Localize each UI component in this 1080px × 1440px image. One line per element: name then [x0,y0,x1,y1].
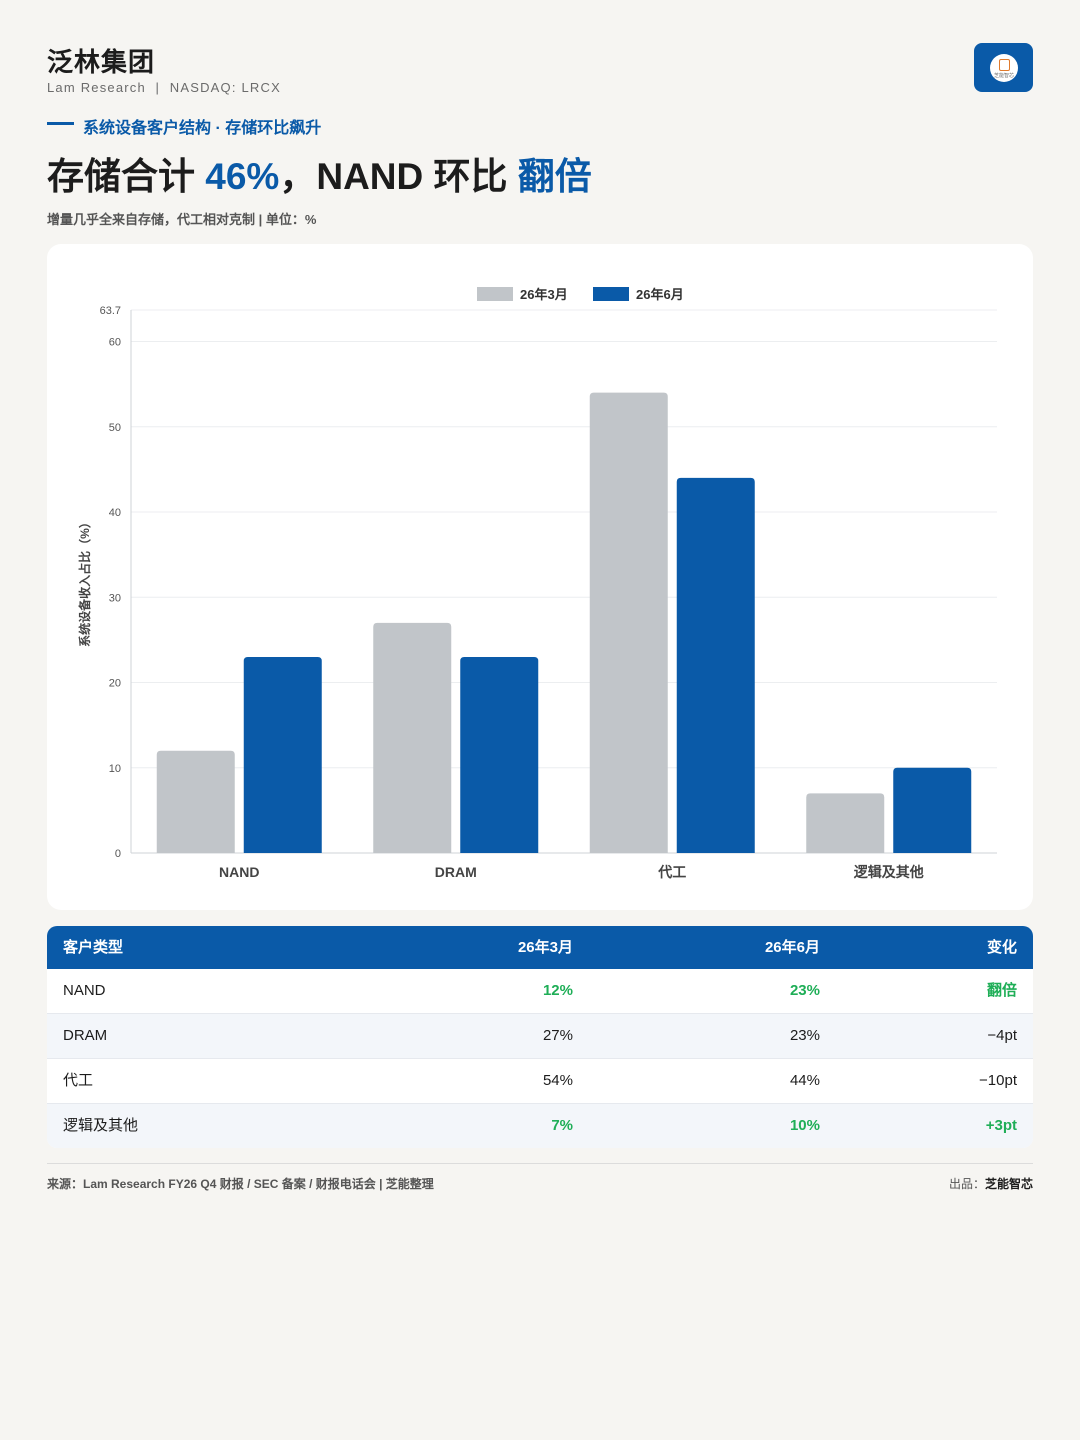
legend-label: 26年6月 [636,287,684,302]
legend-swatch [593,287,629,301]
bar [806,793,885,853]
cell-customer: 代工 [63,1072,94,1089]
cell-change: −10pt [979,1072,1017,1089]
table-row: 逻辑及其他 7% 10% +3pt [47,1103,1033,1148]
cell-customer: NAND [63,982,106,999]
bar [460,656,539,853]
header: 泛林集团 Lam Research | NASDAQ: LRCX 芝能智芯 系统… [47,40,1033,240]
kicker: 系统设备客户结构 · 存储环比飙升 [83,120,322,137]
header-june: 26年6月 [764,939,820,956]
cell-march: 27% [542,1027,573,1044]
legend-swatch [477,287,513,301]
y-tick-label: 40 [109,507,121,519]
subtitle: 增量几乎全来自存储，代工相对克制 | 单位：% [47,212,317,227]
header-change: 变化 [986,939,1017,956]
footer-credit: 出品：芝能智芯 [949,1175,1033,1192]
cell-march: 12% [542,982,573,999]
bar-chart: 0 10 20 30 40 50 60 63.7 系统设备收入占比（%） NAND DRAM 代工 逻辑… [77,287,997,880]
table-row: DRAM 27% 23% −4pt [47,1013,1033,1058]
logo-icon: 芝能智芯 [990,54,1018,82]
cell-customer: 逻辑及其他 [63,1117,139,1134]
table-header: 客户类型 26年3月 26年6月 变化 [47,926,1033,969]
cell-june: 44% [789,1072,820,1089]
headline-highlight-2: 翻倍 [517,156,592,197]
bar [589,392,668,853]
logo-badge: 芝能智芯 [974,43,1033,92]
x-tick-label: 逻辑及其他 [854,864,924,880]
y-tick-label: 30 [109,592,121,604]
y-axis-label: 系统设备收入占比（%） [77,516,92,647]
bar [676,477,755,853]
y-tick-label: 63.7 [100,305,121,317]
y-tick-label: 20 [109,678,121,690]
cell-customer: DRAM [63,1027,108,1044]
footer-divider [47,1163,1033,1164]
footer-credit-label: 出品： [948,1177,985,1191]
x-tick-label: NAND [219,864,259,880]
brand-title: 泛林集团 [47,47,156,77]
cell-march: 7% [551,1117,573,1134]
cell-june: 10% [789,1117,820,1134]
x-tick-label: 代工 [657,864,686,880]
table-row: 代工 54% 44% −10pt [47,1058,1033,1103]
brand-subtitle: Lam Research | NASDAQ: LRCX [47,80,281,95]
data-table: 客户类型 26年3月 26年6月 变化 NAND 12% 23% 翻倍 DRAM… [47,926,1033,1148]
y-tick-label: 50 [109,422,121,434]
bar [156,750,235,853]
footer-credit-name: 芝能智芯 [984,1177,1033,1191]
table-row: NAND 12% 23% 翻倍 [47,969,1033,1013]
cell-march: 54% [542,1072,573,1089]
cell-change: −4pt [987,1027,1017,1044]
bar [893,767,972,853]
cell-june: 23% [789,982,820,999]
chart-card: 0 10 20 30 40 50 60 63.7 系统设备收入占比（%） NAND DRAM 代工 逻辑… [47,244,1033,910]
legend-label: 26年3月 [520,287,568,302]
kicker-line [47,122,74,125]
headline-part-1: 存储合计 [47,156,206,197]
y-tick-label: 60 [109,337,121,349]
footer-source: 来源：Lam Research FY26 Q4 财报 / SEC 备案 / 财报… [47,1177,434,1191]
headline-part-2: ，NAND 环比 [279,156,518,197]
x-tick-label: DRAM [435,864,477,880]
header-march: 26年3月 [517,939,573,956]
chip-icon [999,59,1010,71]
logo-text: 芝能智芯 [993,73,1014,79]
cell-change: 翻倍 [986,982,1017,999]
header-customer-type: 客户类型 [63,939,124,956]
bar [373,622,452,853]
headline-highlight-1: 46% [205,156,280,197]
headline: 存储合计 46%，NAND 环比 翻倍 [47,146,592,200]
y-tick-label: 10 [109,763,121,775]
bar [243,656,322,853]
cell-change: +3pt [985,1117,1017,1134]
y-tick-label: 0 [115,848,121,860]
cell-june: 23% [789,1027,820,1044]
